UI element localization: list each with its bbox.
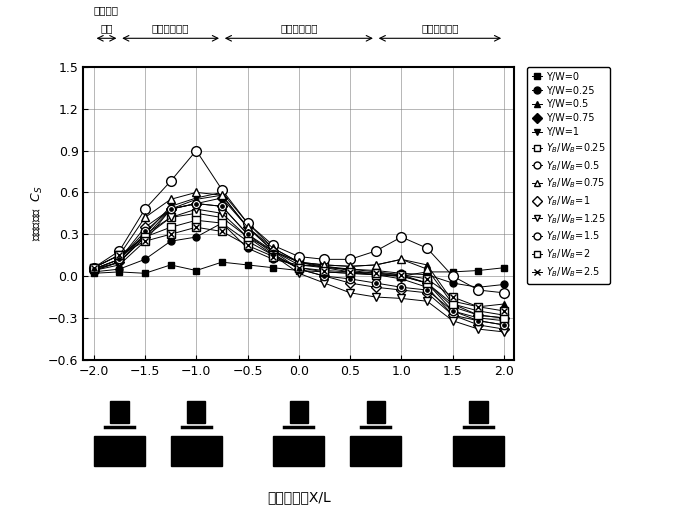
Text: 追い抜き途中: 追い抜き途中 (280, 24, 318, 33)
Bar (469, 401, 488, 423)
Bar (290, 401, 308, 423)
Bar (187, 401, 206, 423)
Bar (350, 436, 402, 466)
Bar (452, 436, 504, 466)
Text: 追い抜き: 追い抜き (94, 6, 119, 15)
Y-axis label: 横力係数　  $C_S$: 横力係数 $C_S$ (31, 186, 45, 241)
Bar (110, 401, 129, 423)
Text: 前後間隔　X/L: 前後間隔 X/L (267, 490, 331, 504)
Text: 追い抜き初期: 追い抜き初期 (421, 24, 459, 33)
Text: 終了: 終了 (100, 24, 113, 33)
Legend: Y/W=0, Y/W=0.25, Y/W=0.5, Y/W=0.75, Y/W=1, $Y_B/W_B$=0.25, $Y_B/W_B$=0.5, $Y_B/W: Y/W=0, Y/W=0.25, Y/W=0.5, Y/W=0.75, Y/W=… (528, 67, 610, 284)
Bar (273, 436, 325, 466)
Bar (94, 436, 145, 466)
Bar (170, 436, 222, 466)
Text: 追い抜き後期: 追い抜き後期 (152, 24, 189, 33)
Bar (366, 401, 385, 423)
